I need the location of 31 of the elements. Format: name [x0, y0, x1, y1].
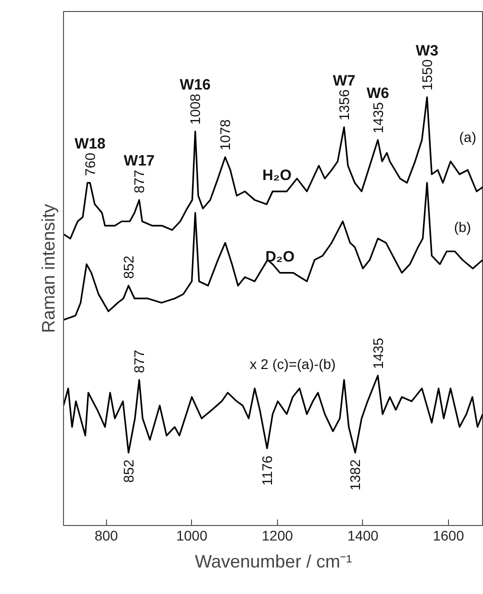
annotation: 877 — [131, 350, 148, 374]
x-tick-label: 1400 — [347, 528, 379, 544]
annotation: (a) — [459, 128, 476, 145]
annotation: W16 — [180, 76, 211, 94]
x-tick-label: 1600 — [432, 528, 464, 544]
annotation: 1078 — [217, 119, 234, 151]
annotation: W3 — [416, 42, 438, 60]
annotation: 1176 — [259, 455, 276, 486]
y-axis-title: Raman intensity — [38, 204, 58, 334]
annotation: 877 — [131, 170, 148, 194]
annotation: (b) — [454, 218, 472, 235]
annotation: 852 — [120, 255, 137, 279]
annotation: 1435 — [370, 338, 386, 369]
x-tick-label: 1000 — [176, 528, 208, 544]
annotation: W17 — [124, 152, 155, 170]
annotation: 852 — [120, 459, 137, 483]
x-tick-label: 800 — [94, 528, 118, 544]
x-axis-title: Wavenumber / cm⁻¹ — [194, 552, 352, 572]
annotation: W18 — [74, 136, 106, 153]
annotation: 1008 — [187, 93, 204, 125]
annotation: 1550 — [419, 59, 436, 91]
annotation: 760 — [82, 152, 98, 176]
annotation: 1435 — [370, 102, 386, 134]
x-tick-label: 1200 — [262, 528, 294, 544]
annotation: 1356 — [336, 89, 352, 121]
annotation: W6 — [366, 85, 390, 102]
annotation: W7 — [332, 72, 356, 90]
annotation: x 2 (c)=(a)-(b) — [250, 356, 336, 372]
annotation: H₂O — [262, 166, 292, 184]
annotation: 1382 — [347, 459, 364, 490]
annotation: D₂O — [265, 248, 295, 266]
